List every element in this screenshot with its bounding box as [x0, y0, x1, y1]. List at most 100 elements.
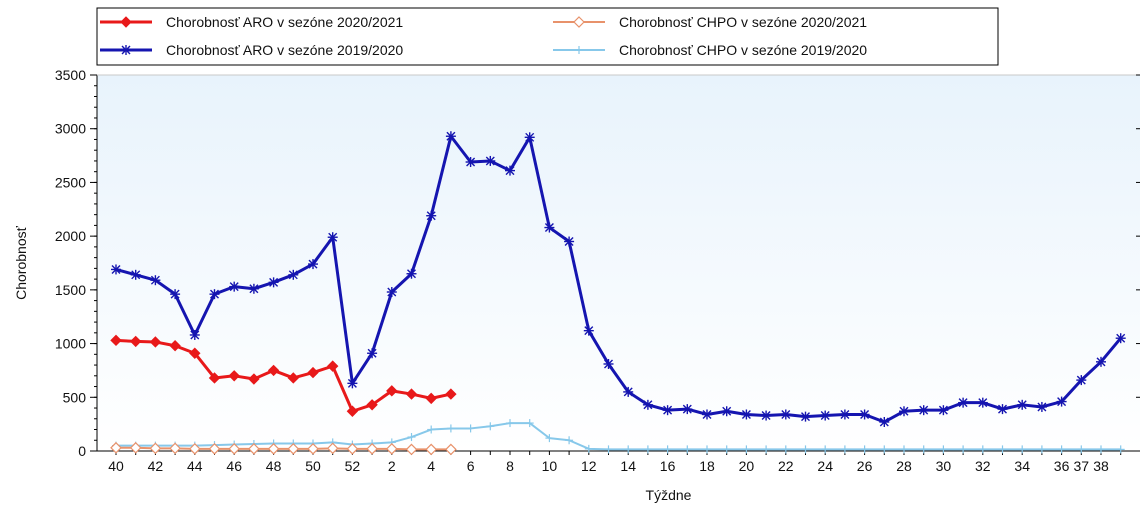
series-4-point	[762, 445, 771, 454]
series-4-point	[446, 424, 455, 433]
series-2-point	[267, 443, 280, 455]
series-3-line	[115, 134, 1122, 424]
series-3-point	[800, 411, 811, 422]
series-3-point	[702, 409, 712, 420]
legend-label: Chorobnosť ARO v sezóne 2020/2021	[166, 14, 403, 30]
series-4-point	[722, 445, 731, 454]
series-2-point	[248, 443, 260, 455]
series-3-point	[248, 283, 259, 294]
series-3-point	[761, 410, 772, 421]
series-1-point	[386, 385, 398, 397]
legend-swatch-marker	[121, 45, 131, 55]
x-tick-label: 12	[581, 458, 597, 474]
x-tick-label: 26	[857, 458, 873, 474]
series-2-point	[326, 442, 339, 455]
series-1-point	[405, 388, 418, 400]
y-tick-label: 0	[78, 443, 86, 459]
series-3-point	[505, 165, 515, 176]
series-1-point	[110, 334, 122, 347]
series-3-point	[682, 404, 693, 415]
series-1-point	[267, 364, 280, 377]
series-3-point	[544, 222, 555, 233]
series-1-point	[287, 372, 300, 384]
series-4-point	[565, 436, 574, 445]
series-3-point	[938, 405, 949, 416]
series-4-point	[525, 419, 534, 428]
series-3-point	[465, 157, 476, 168]
x-tick-label: 36	[1054, 458, 1070, 474]
x-tick-label: 22	[778, 458, 794, 474]
legend-label: Chorobnosť ARO v sezóne 2019/2020	[166, 42, 403, 58]
series-3-point	[130, 269, 141, 280]
series-4-point	[663, 445, 672, 454]
series-4-point	[880, 445, 889, 454]
series-3-point	[445, 131, 456, 142]
x-tick-label: 46	[226, 458, 242, 474]
series-3-point	[1076, 375, 1087, 386]
x-tick-label: 48	[266, 458, 282, 474]
series-3-point	[150, 275, 161, 286]
x-tick-label: 6	[467, 458, 475, 474]
series-4-point	[506, 419, 514, 428]
series-2-point	[287, 443, 300, 455]
series-3-point	[288, 269, 299, 280]
x-tick-label: 10	[542, 458, 558, 474]
series-3-point	[485, 155, 496, 166]
series-3-point	[564, 236, 575, 247]
series-1	[110, 334, 457, 417]
series-3-point	[426, 210, 437, 221]
series-3-point	[209, 289, 220, 300]
x-tick-label: 8	[506, 458, 514, 474]
x-tick-label: 32	[975, 458, 991, 474]
series-3-point	[1096, 356, 1106, 367]
series-1-point	[346, 405, 359, 417]
series-4-point	[1057, 445, 1066, 454]
series-4-point	[427, 425, 436, 434]
series-4-point	[959, 445, 968, 454]
series-2-point	[366, 443, 378, 455]
series-3-point	[958, 397, 969, 408]
x-tick-label: 34	[1014, 458, 1030, 474]
series-3-point	[189, 329, 200, 340]
series-4-point	[919, 445, 928, 454]
series-2-point	[385, 443, 398, 455]
legend: Chorobnosť ARO v sezóne 2020/2021 Chorobn…	[96, 7, 999, 66]
series-3-point	[997, 404, 1008, 415]
series-2-point	[169, 442, 181, 455]
x-axis-label: Týždne	[646, 487, 692, 503]
series-4-point	[545, 434, 554, 443]
x-tick-label: 44	[187, 458, 203, 474]
series-4-point	[781, 445, 790, 454]
series-4-point	[604, 445, 613, 454]
legend-label: Chorobnosť CHPO v sezóne 2020/2021	[619, 14, 867, 30]
series-3-point	[111, 264, 121, 275]
legend-entry-4: Chorobnosť CHPO v sezóne 2019/2020	[553, 42, 867, 58]
plot-area	[97, 75, 1140, 451]
y-axis-label: Chorobnosť	[13, 225, 29, 299]
series-3-point	[327, 232, 338, 243]
series-4-point	[643, 445, 652, 454]
series-4-point	[683, 445, 692, 454]
series-1-point	[326, 360, 339, 372]
series-3-point	[859, 409, 870, 420]
series-2-point	[228, 443, 241, 455]
legend-swatch-marker	[120, 16, 132, 28]
legend-label: Chorobnosť CHPO v sezóne 2019/2020	[619, 42, 867, 58]
x-tick-label: 14	[620, 458, 636, 474]
series-3-point	[1115, 333, 1126, 344]
series-4-point	[900, 445, 908, 454]
series-3-point	[1017, 399, 1028, 410]
series-3-point	[170, 289, 181, 300]
series-3-point	[741, 409, 752, 420]
series-3-point	[308, 259, 318, 270]
x-tick-label: 42	[148, 458, 164, 474]
series-3-point	[1056, 396, 1067, 407]
x-tick-label: 38	[1093, 458, 1109, 474]
series-4-point	[939, 445, 948, 454]
series-4-point	[998, 445, 1007, 454]
series-3-point	[1036, 401, 1047, 412]
y-tick-label: 2000	[55, 228, 86, 244]
x-tick-label: 18	[699, 458, 715, 474]
